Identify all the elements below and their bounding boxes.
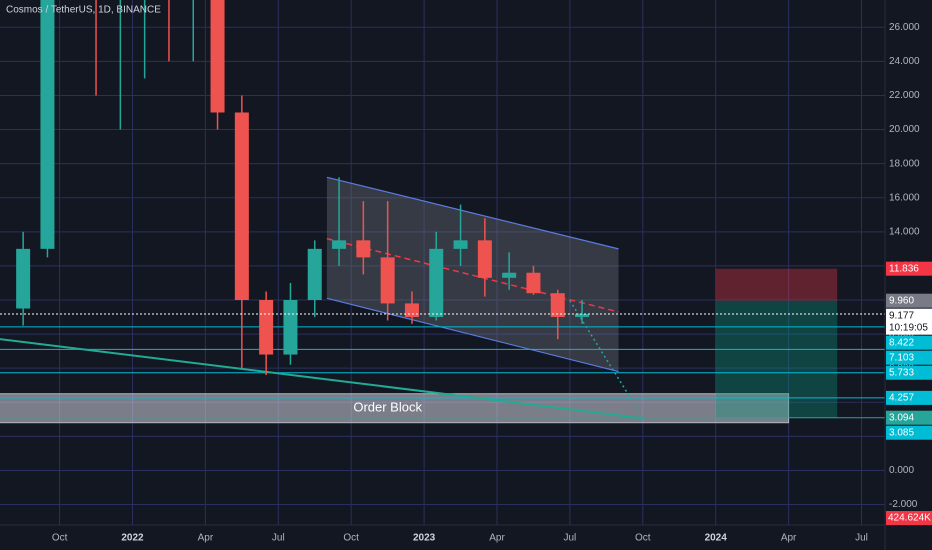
x-tick-label: Jul: [564, 533, 577, 544]
x-tick-label: Apr: [489, 533, 505, 544]
price-label-box: [886, 261, 932, 276]
price-label: 8.422: [889, 337, 914, 348]
x-tick-label: Jul: [855, 533, 868, 544]
channel-mid: [326, 237, 619, 313]
price-axis: 26.000 24.000 22.000 20.000 18.000 16.000 14.0…: [52, 22, 932, 544]
price-label-box: [886, 293, 932, 308]
x-tick-label: 2023: [413, 533, 436, 544]
price-label: 7.103: [889, 352, 914, 363]
candle-body: [234, 112, 249, 300]
price-label: 9.177: [889, 310, 914, 321]
grid: [0, 0, 885, 525]
price-label-box: [886, 425, 932, 440]
candle-body: [575, 314, 590, 318]
candle-body: [16, 248, 31, 309]
candle-body: [477, 240, 492, 278]
price-label-box: [886, 350, 932, 365]
volume-label: 424.624K: [888, 513, 931, 524]
price-label-box: [886, 410, 932, 425]
candle-body: [404, 303, 419, 318]
price-label-box: [886, 335, 932, 350]
y-tick-label: 0.000: [889, 465, 914, 476]
x-tick-label: Oct: [343, 533, 359, 544]
x-tick-label: 2024: [705, 533, 728, 544]
channel: [326, 177, 619, 372]
price-label-box: [886, 365, 932, 380]
position-risk: [715, 268, 838, 301]
price-label: 3.094: [889, 412, 914, 423]
price-label: 4.257: [889, 393, 914, 404]
candle-body: [283, 300, 298, 355]
candle-body: [502, 272, 517, 278]
order-block-label: Order Block: [353, 400, 422, 415]
x-tick-label: Oct: [52, 533, 68, 544]
x-tick-label: Apr: [781, 533, 797, 544]
candle-body: [40, 0, 55, 249]
y-tick-label: 20.000: [889, 124, 920, 135]
channel-bottom: [326, 297, 619, 373]
candle-body: [453, 240, 468, 249]
candle-body: [332, 240, 347, 249]
price-label: 9.960: [889, 295, 914, 306]
candle-body: [259, 300, 274, 355]
y-tick-label: 26.000: [889, 22, 920, 33]
channel-top: [326, 176, 619, 250]
countdown: 10:19:05: [889, 322, 928, 333]
y-tick-label: 16.000: [889, 192, 920, 203]
candle-body: [210, 0, 225, 113]
trendline: [0, 338, 643, 420]
price-label: 5.733: [889, 367, 914, 378]
candle-body: [526, 272, 541, 294]
y-tick-label: 18.000: [889, 158, 920, 169]
plot-area: Order Block: [0, 0, 885, 424]
candle-body: [380, 257, 395, 304]
price-label: 3.085: [889, 427, 914, 438]
y-tick-label: -2.000: [889, 499, 918, 510]
x-tick-label: Oct: [635, 533, 651, 544]
position-reward: [715, 300, 838, 418]
x-tick-label: 2022: [121, 533, 144, 544]
candle-body: [429, 248, 444, 318]
y-tick-label: 24.000: [889, 56, 920, 67]
candle-body: [307, 248, 322, 300]
price-label: 11.836: [889, 263, 919, 274]
price-label-box: [886, 308, 932, 335]
candle-body: [356, 240, 371, 258]
y-tick-label: 22.000: [889, 90, 920, 101]
y-tick-label: 14.000: [889, 226, 920, 237]
x-tick-label: Jul: [272, 533, 285, 544]
candle-body: [550, 293, 565, 318]
chart-title: Cosmos / TetherUS, 1D, BINANCE: [6, 5, 161, 16]
volume-label-box: [886, 511, 932, 525]
price-label-box: [886, 390, 932, 405]
x-tick-label: Apr: [198, 533, 214, 544]
